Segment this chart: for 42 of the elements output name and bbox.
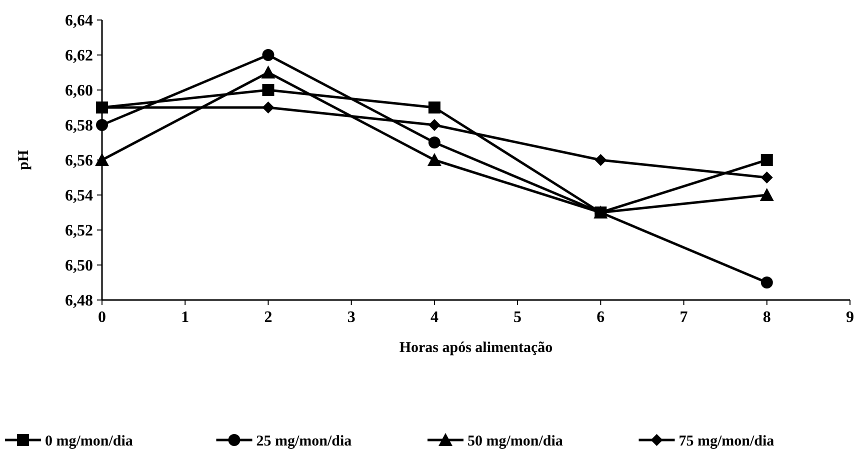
- point: [427, 153, 442, 166]
- point: [428, 119, 440, 131]
- point: [594, 206, 607, 218]
- x-tick-label: 8: [762, 309, 771, 326]
- point: [96, 102, 108, 114]
- legend-label: 0 mg/mon/dia: [45, 433, 134, 450]
- x-tick-label: 4: [430, 309, 438, 326]
- point: [95, 153, 109, 166]
- point: [428, 102, 440, 114]
- point: [428, 136, 440, 148]
- x-tick-label: 9: [846, 309, 854, 326]
- point: [261, 66, 276, 78]
- point: [262, 49, 274, 61]
- y-tick-label: 6,52: [65, 222, 93, 240]
- point: [594, 154, 607, 166]
- point: [262, 102, 274, 114]
- point: [96, 119, 108, 131]
- legend-label: 25 mg/mon/dia: [256, 433, 352, 450]
- y-tick-label: 6,62: [65, 48, 93, 65]
- x-axis-title: Horas após alimentação: [399, 340, 553, 356]
- point: [760, 172, 773, 184]
- y-axis-title: pH: [16, 150, 32, 170]
- x-tick-label: 1: [181, 309, 190, 326]
- y-tick-label: 6,48: [65, 292, 93, 310]
- y-tick-label: 6,60: [65, 82, 93, 100]
- point: [760, 276, 773, 288]
- x-tick-label: 6: [596, 309, 605, 326]
- legend-label: 50 mg/mon/dia: [468, 433, 564, 450]
- x-tick-label: 0: [98, 309, 106, 326]
- point: [760, 188, 774, 201]
- y-tick-label: 6,54: [65, 188, 93, 205]
- y-tick-label: 6,50: [65, 258, 93, 275]
- y-tick-label: 6,56: [65, 152, 93, 170]
- point: [760, 154, 773, 166]
- point: [262, 84, 274, 96]
- x-tick-label: 5: [514, 309, 522, 326]
- x-tick-label: 3: [347, 309, 356, 326]
- y-tick-label: 6,64: [65, 12, 93, 30]
- legend-label: 75 mg/mon/dia: [678, 433, 775, 450]
- x-tick-label: 2: [264, 309, 272, 326]
- y-tick-label: 6,58: [65, 118, 93, 135]
- x-tick-label: 7: [680, 309, 688, 326]
